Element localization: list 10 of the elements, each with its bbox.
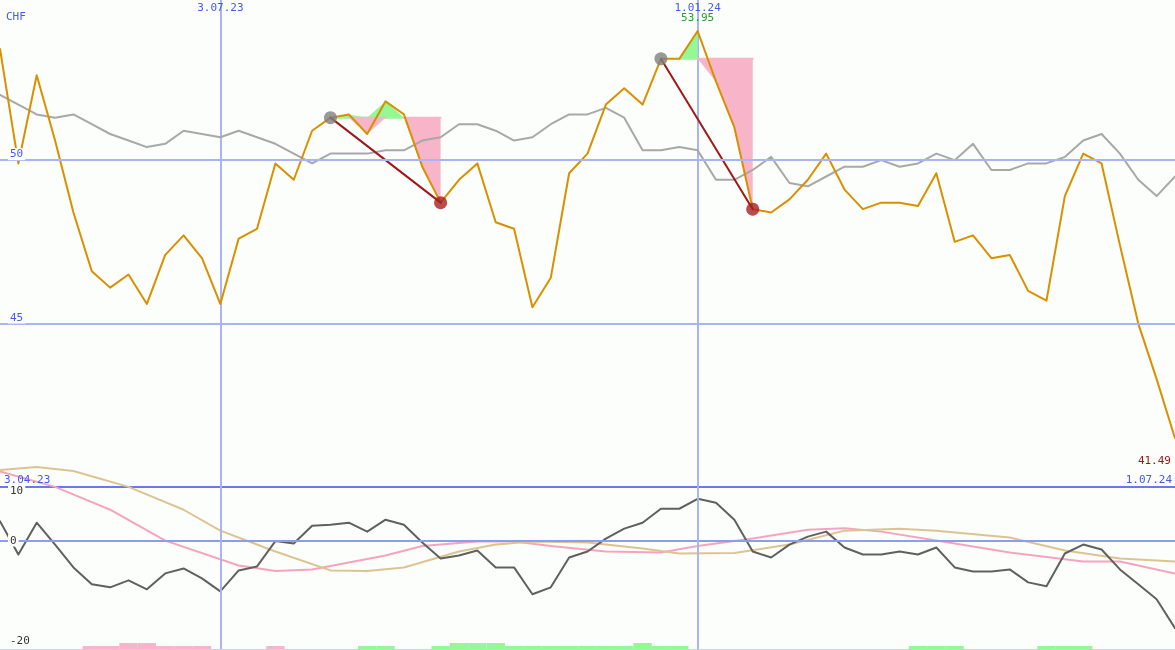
y-axis-title: CHF [6,10,26,23]
y-tick-label: 10 [10,484,24,498]
y-tick-label: 0 [10,534,17,548]
x-tick-label: 3.07.23 [197,1,244,14]
annotation: 1.07.24 [1125,472,1173,486]
annotation: 3.04.23 [4,472,51,486]
annotation: 41.49 [1137,453,1171,467]
y-tick-label: 45 [10,310,24,324]
y-tick-label: -20 [10,633,30,647]
y-tick-label: 50 [10,147,24,161]
